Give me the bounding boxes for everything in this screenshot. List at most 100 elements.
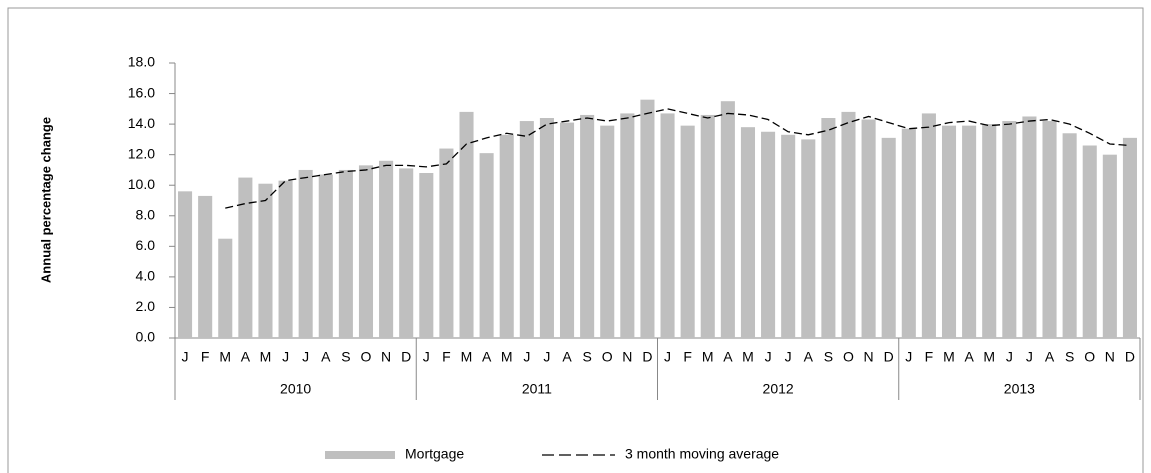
x-tick-label: A <box>723 349 733 365</box>
x-tick-label: O <box>602 349 613 365</box>
x-tick-label: J <box>423 349 430 365</box>
x-tick-label: J <box>543 349 550 365</box>
bar <box>1102 154 1117 338</box>
x-tick-label: M <box>461 349 473 365</box>
x-tick-label: D <box>884 349 894 365</box>
bar <box>218 238 233 338</box>
bar <box>198 195 213 338</box>
bar <box>640 99 655 339</box>
x-tick-label: F <box>683 349 692 365</box>
x-tick-label: J <box>785 349 792 365</box>
x-tick-label: J <box>765 349 772 365</box>
bar <box>660 113 675 339</box>
x-tick-label: M <box>742 349 754 365</box>
bar <box>459 111 474 338</box>
x-tick-label: S <box>341 349 350 365</box>
bar <box>1122 137 1137 338</box>
x-tick-label: J <box>664 349 671 365</box>
x-tick-label: F <box>442 349 451 365</box>
bar <box>1082 145 1097 338</box>
bar <box>238 177 253 338</box>
x-tick-label: J <box>182 349 189 365</box>
y-tick-label: 10.0 <box>128 176 155 192</box>
bar <box>720 101 735 338</box>
bar <box>419 173 434 338</box>
y-axis-label: Annual percentage change <box>38 117 53 283</box>
y-tick-label: 4.0 <box>136 268 156 284</box>
x-tick-label: S <box>1065 349 1074 365</box>
x-tick-label: A <box>482 349 492 365</box>
bar <box>499 134 514 338</box>
y-tick-label: 16.0 <box>128 84 155 100</box>
bar <box>1022 116 1037 338</box>
chart-border <box>7 7 1144 473</box>
x-tick-label: M <box>983 349 995 365</box>
bar <box>962 125 977 338</box>
legend-label: Mortgage <box>405 446 464 462</box>
x-tick-label: D <box>401 349 411 365</box>
bar <box>901 128 916 338</box>
x-tick-label: M <box>260 349 272 365</box>
y-tick-label: 6.0 <box>136 237 156 253</box>
group-label: 2012 <box>763 381 794 397</box>
x-tick-label: A <box>804 349 814 365</box>
bar <box>439 148 454 338</box>
y-tick-label: 12.0 <box>128 145 155 161</box>
bar <box>781 134 796 338</box>
bar <box>258 183 273 338</box>
bar <box>941 125 957 338</box>
x-tick-label: A <box>1045 349 1055 365</box>
bar <box>379 160 394 338</box>
group-label: 2011 <box>522 381 552 397</box>
x-tick-label: A <box>562 349 572 365</box>
x-tick-label: A <box>964 349 974 365</box>
x-tick-label: S <box>582 349 591 365</box>
x-tick-label: N <box>1105 349 1115 365</box>
bar <box>620 113 635 339</box>
legend-swatch <box>325 451 395 459</box>
x-tick-label: M <box>219 349 231 365</box>
x-tick-label: M <box>501 349 513 365</box>
x-tick-label: F <box>925 349 934 365</box>
bar <box>318 174 333 338</box>
x-tick-label: J <box>282 349 289 365</box>
x-tick-label: M <box>943 349 955 365</box>
x-tick-label: J <box>302 349 309 365</box>
x-tick-label: F <box>201 349 210 365</box>
bar <box>700 114 715 338</box>
bar <box>1002 121 1017 338</box>
x-tick-label: D <box>1125 349 1135 365</box>
bar <box>479 153 494 338</box>
bar <box>680 125 695 338</box>
x-tick-label: J <box>1026 349 1033 365</box>
bar <box>580 114 595 338</box>
group-label: 2013 <box>1004 381 1035 397</box>
x-tick-label: O <box>1084 349 1095 365</box>
x-tick-label: O <box>843 349 854 365</box>
bar <box>600 125 615 338</box>
bar <box>921 113 936 339</box>
bar <box>559 122 575 338</box>
x-tick-label: S <box>824 349 833 365</box>
y-tick-label: 0.0 <box>136 329 156 345</box>
x-tick-label: A <box>241 349 251 365</box>
y-tick-label: 2.0 <box>136 298 156 314</box>
x-tick-label: N <box>381 349 391 365</box>
bar <box>801 139 816 338</box>
bar <box>982 124 997 338</box>
bar <box>821 118 836 338</box>
bar <box>740 127 756 339</box>
x-tick-label: A <box>321 349 331 365</box>
bar <box>761 131 776 338</box>
bar <box>539 118 554 338</box>
bar <box>841 111 856 338</box>
bar <box>881 137 896 338</box>
bar <box>278 180 293 338</box>
bar <box>178 191 193 338</box>
y-tick-label: 14.0 <box>128 115 155 131</box>
x-tick-label: D <box>642 349 652 365</box>
bar <box>338 169 353 338</box>
moving-average-line <box>225 108 1130 209</box>
bar <box>399 168 414 338</box>
